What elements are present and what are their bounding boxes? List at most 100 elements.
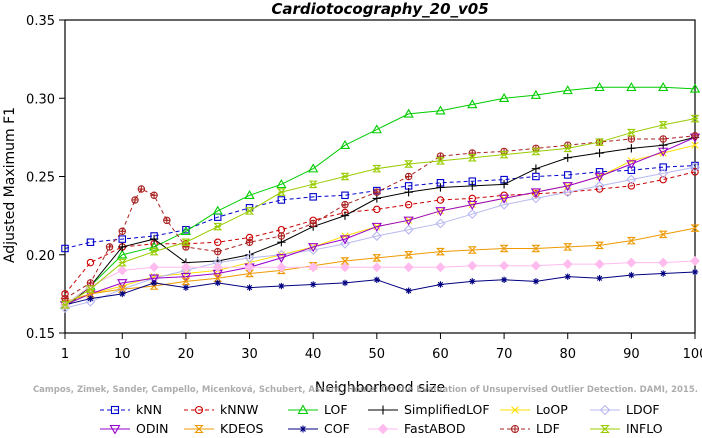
data-point bbox=[658, 230, 668, 239]
data-point bbox=[244, 189, 255, 200]
data-point bbox=[599, 404, 611, 416]
data-point bbox=[691, 132, 699, 140]
data-point bbox=[499, 199, 510, 210]
data-point bbox=[595, 138, 605, 146]
data-point bbox=[106, 243, 113, 251]
legend-label: ODIN bbox=[136, 421, 169, 434]
data-point bbox=[435, 157, 445, 165]
data-point bbox=[435, 207, 446, 217]
data-point bbox=[689, 83, 701, 93]
data-point bbox=[435, 105, 446, 115]
data-point bbox=[109, 424, 121, 435]
data-point bbox=[181, 238, 191, 246]
data-point bbox=[371, 262, 382, 273]
data-point bbox=[405, 173, 412, 180]
legend-label: SimplifiedLOF bbox=[404, 402, 490, 417]
data-point bbox=[194, 405, 204, 415]
data-point bbox=[213, 222, 223, 231]
data-point bbox=[309, 219, 317, 228]
data-point bbox=[371, 124, 382, 134]
data-point bbox=[403, 224, 414, 235]
data-point bbox=[627, 182, 636, 190]
data-point bbox=[148, 241, 160, 251]
data-point bbox=[467, 246, 477, 254]
data-point bbox=[595, 241, 605, 250]
data-point bbox=[691, 268, 699, 276]
data-point bbox=[110, 405, 120, 415]
data-point bbox=[403, 108, 414, 118]
data-point bbox=[468, 181, 477, 191]
data-point bbox=[626, 174, 637, 185]
series-line bbox=[64, 136, 696, 306]
series-line bbox=[64, 135, 696, 299]
data-point bbox=[87, 295, 94, 302]
legend-label: LOF bbox=[324, 402, 348, 417]
data-point bbox=[468, 149, 477, 157]
data-point bbox=[214, 248, 221, 255]
data-point bbox=[118, 235, 127, 243]
data-point bbox=[119, 290, 126, 298]
data-point bbox=[690, 224, 700, 232]
data-point bbox=[498, 194, 510, 204]
data-point bbox=[404, 187, 413, 197]
data-point bbox=[149, 262, 160, 273]
data-point bbox=[150, 279, 158, 287]
data-point bbox=[308, 163, 319, 173]
legend-label: LDF bbox=[536, 421, 560, 434]
data-point bbox=[117, 265, 128, 276]
data-point bbox=[435, 247, 445, 256]
y-tick-label: 0.30 bbox=[26, 92, 55, 107]
legend-item-simplifiedlof: SimplifiedLOF bbox=[368, 402, 490, 417]
data-point bbox=[118, 227, 127, 236]
data-point bbox=[212, 205, 223, 215]
data-point bbox=[245, 207, 255, 215]
data-point bbox=[658, 147, 669, 157]
series-layer bbox=[59, 81, 701, 313]
data-point bbox=[659, 135, 667, 143]
data-point bbox=[403, 262, 414, 273]
data-point bbox=[563, 243, 573, 251]
x-tick-label: 30 bbox=[241, 347, 258, 362]
data-point bbox=[87, 279, 94, 287]
series-odin bbox=[59, 133, 701, 311]
data-point bbox=[150, 191, 158, 200]
data-point bbox=[467, 153, 477, 162]
data-point bbox=[532, 172, 540, 181]
data-point bbox=[309, 193, 317, 201]
legend-item-lof: LOF bbox=[288, 402, 348, 417]
data-point bbox=[658, 168, 669, 179]
data-point bbox=[499, 180, 509, 189]
legend-label: KDEOS bbox=[220, 421, 264, 434]
x-tick-label: 40 bbox=[305, 347, 322, 362]
data-point bbox=[563, 144, 573, 153]
data-point bbox=[373, 205, 381, 214]
x-tick-label: 90 bbox=[623, 347, 640, 362]
data-point bbox=[626, 236, 636, 245]
data-point bbox=[437, 281, 444, 288]
data-point bbox=[308, 262, 319, 273]
data-point bbox=[467, 200, 478, 210]
legend-item-odin: ODIN bbox=[100, 421, 169, 436]
data-point bbox=[117, 249, 128, 259]
data-point bbox=[138, 185, 145, 193]
legend-label: kNNW bbox=[220, 402, 258, 417]
data-point bbox=[404, 251, 414, 259]
data-point bbox=[149, 234, 159, 244]
data-point bbox=[150, 192, 158, 199]
data-point bbox=[297, 404, 309, 415]
data-point bbox=[626, 160, 637, 170]
legend-label: FastABOD bbox=[404, 421, 466, 434]
data-point bbox=[690, 114, 700, 123]
data-point bbox=[61, 244, 69, 253]
data-point bbox=[308, 180, 318, 189]
data-point bbox=[562, 85, 573, 95]
data-point bbox=[467, 209, 478, 220]
legend-label: kNN bbox=[136, 402, 162, 417]
series-line bbox=[64, 166, 696, 309]
data-point bbox=[340, 172, 350, 181]
data-point bbox=[658, 121, 668, 129]
data-point bbox=[628, 135, 635, 143]
x-tick-label: 1 bbox=[61, 347, 69, 362]
data-point bbox=[299, 425, 307, 433]
